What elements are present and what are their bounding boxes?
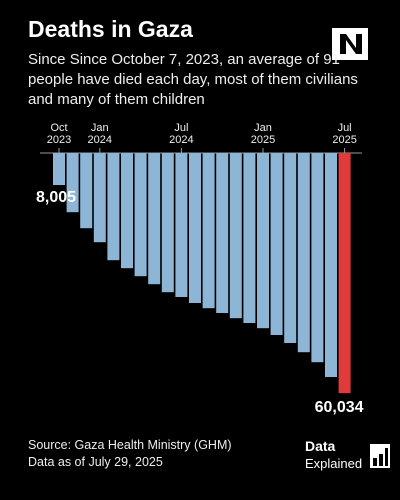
bar bbox=[216, 153, 229, 313]
bar bbox=[53, 153, 65, 186]
bar bbox=[134, 153, 147, 277]
brand: Data bbox=[305, 438, 336, 454]
bar bbox=[243, 153, 256, 323]
x-tick-label: Oct 2023 bbox=[46, 122, 72, 146]
bar bbox=[297, 153, 310, 353]
source: Source: Gaza Health Ministry (GHM) bbox=[28, 438, 232, 452]
bar bbox=[229, 153, 242, 319]
bar bbox=[338, 153, 351, 394]
brand-icon bbox=[370, 444, 390, 468]
bar bbox=[121, 153, 133, 269]
bar bbox=[93, 153, 106, 243]
bar bbox=[80, 153, 93, 229]
bar bbox=[189, 153, 201, 303]
logo bbox=[332, 28, 368, 60]
bar bbox=[175, 153, 188, 297]
bar bbox=[270, 153, 283, 335]
title: Deaths in Gaza bbox=[28, 16, 193, 42]
brand: Explained bbox=[305, 456, 363, 471]
bar bbox=[284, 153, 297, 343]
x-tick-label: Jan 2024 bbox=[87, 122, 113, 146]
bar bbox=[311, 153, 324, 363]
bar bbox=[148, 153, 161, 285]
bar bbox=[161, 153, 174, 293]
bar bbox=[202, 153, 215, 309]
bar bbox=[66, 153, 79, 213]
x-tick-label: Jul 2025 bbox=[332, 122, 357, 146]
bar bbox=[257, 153, 269, 329]
bar bbox=[107, 153, 120, 261]
x-tick-label: Jul 2024 bbox=[169, 122, 194, 146]
date-note: Data as of July 29, 2025 bbox=[28, 455, 163, 469]
x-tick-label: Jan 2025 bbox=[250, 122, 276, 146]
bar bbox=[325, 153, 337, 377]
value-label: 60,034 bbox=[314, 399, 364, 417]
value-label: 8,005 bbox=[36, 189, 77, 207]
subtitle: Since Since October 7, 2023, an average … bbox=[28, 51, 358, 108]
